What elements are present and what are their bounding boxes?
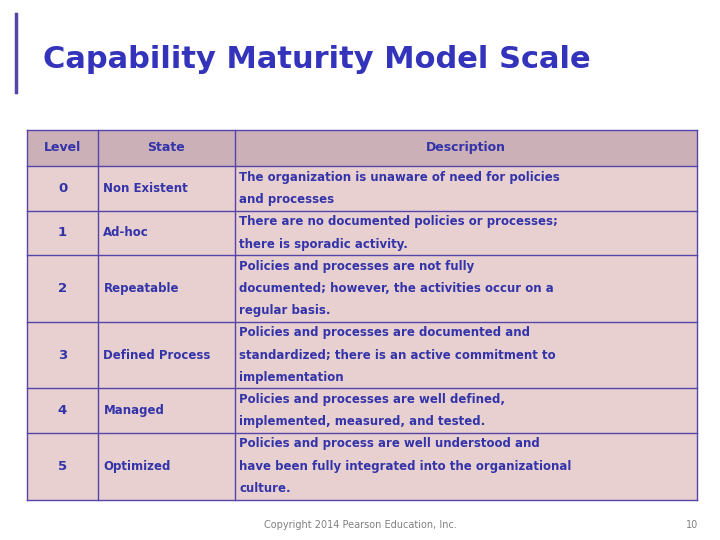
Text: Copyright 2014 Pearson Education, Inc.: Copyright 2014 Pearson Education, Inc. xyxy=(264,520,456,530)
Text: implementation: implementation xyxy=(239,371,344,384)
Text: standardized; there is an active commitment to: standardized; there is an active commitm… xyxy=(239,349,556,362)
Bar xyxy=(27,211,697,255)
Text: Policies and process are well understood and: Policies and process are well understood… xyxy=(239,437,540,450)
Text: 1: 1 xyxy=(58,226,67,239)
Bar xyxy=(27,130,697,166)
Bar xyxy=(27,255,697,322)
Bar xyxy=(27,433,697,500)
Text: documented; however, the activities occur on a: documented; however, the activities occu… xyxy=(239,282,554,295)
Text: The organization is unaware of need for policies: The organization is unaware of need for … xyxy=(239,171,560,184)
Text: Policies and processes are well defined,: Policies and processes are well defined, xyxy=(239,393,505,406)
Bar xyxy=(27,388,697,433)
Text: 0: 0 xyxy=(58,182,67,195)
Text: culture.: culture. xyxy=(239,482,291,495)
Text: 3: 3 xyxy=(58,349,67,362)
Text: and processes: and processes xyxy=(239,193,334,206)
Text: there is sporadic activity.: there is sporadic activity. xyxy=(239,238,408,251)
Text: State: State xyxy=(148,141,185,154)
Text: Level: Level xyxy=(44,141,81,154)
Text: 5: 5 xyxy=(58,460,67,472)
Text: Defined Process: Defined Process xyxy=(104,349,211,362)
Bar xyxy=(27,166,697,211)
Text: have been fully integrated into the organizational: have been fully integrated into the orga… xyxy=(239,460,572,472)
Text: Managed: Managed xyxy=(104,404,164,417)
Text: Capability Maturity Model Scale: Capability Maturity Model Scale xyxy=(43,45,591,74)
Text: There are no documented policies or processes;: There are no documented policies or proc… xyxy=(239,215,558,228)
Text: Non Existent: Non Existent xyxy=(104,182,188,195)
Text: 2: 2 xyxy=(58,282,67,295)
Bar xyxy=(27,322,697,388)
Text: Policies and processes are not fully: Policies and processes are not fully xyxy=(239,260,474,273)
Text: Optimized: Optimized xyxy=(104,460,171,472)
Text: Description: Description xyxy=(426,141,506,154)
Text: Repeatable: Repeatable xyxy=(104,282,179,295)
Text: regular basis.: regular basis. xyxy=(239,304,330,317)
Text: Policies and processes are documented and: Policies and processes are documented an… xyxy=(239,326,530,340)
Text: 4: 4 xyxy=(58,404,67,417)
Text: 10: 10 xyxy=(686,520,698,530)
Text: Ad-hoc: Ad-hoc xyxy=(104,226,149,239)
Text: implemented, measured, and tested.: implemented, measured, and tested. xyxy=(239,415,485,428)
